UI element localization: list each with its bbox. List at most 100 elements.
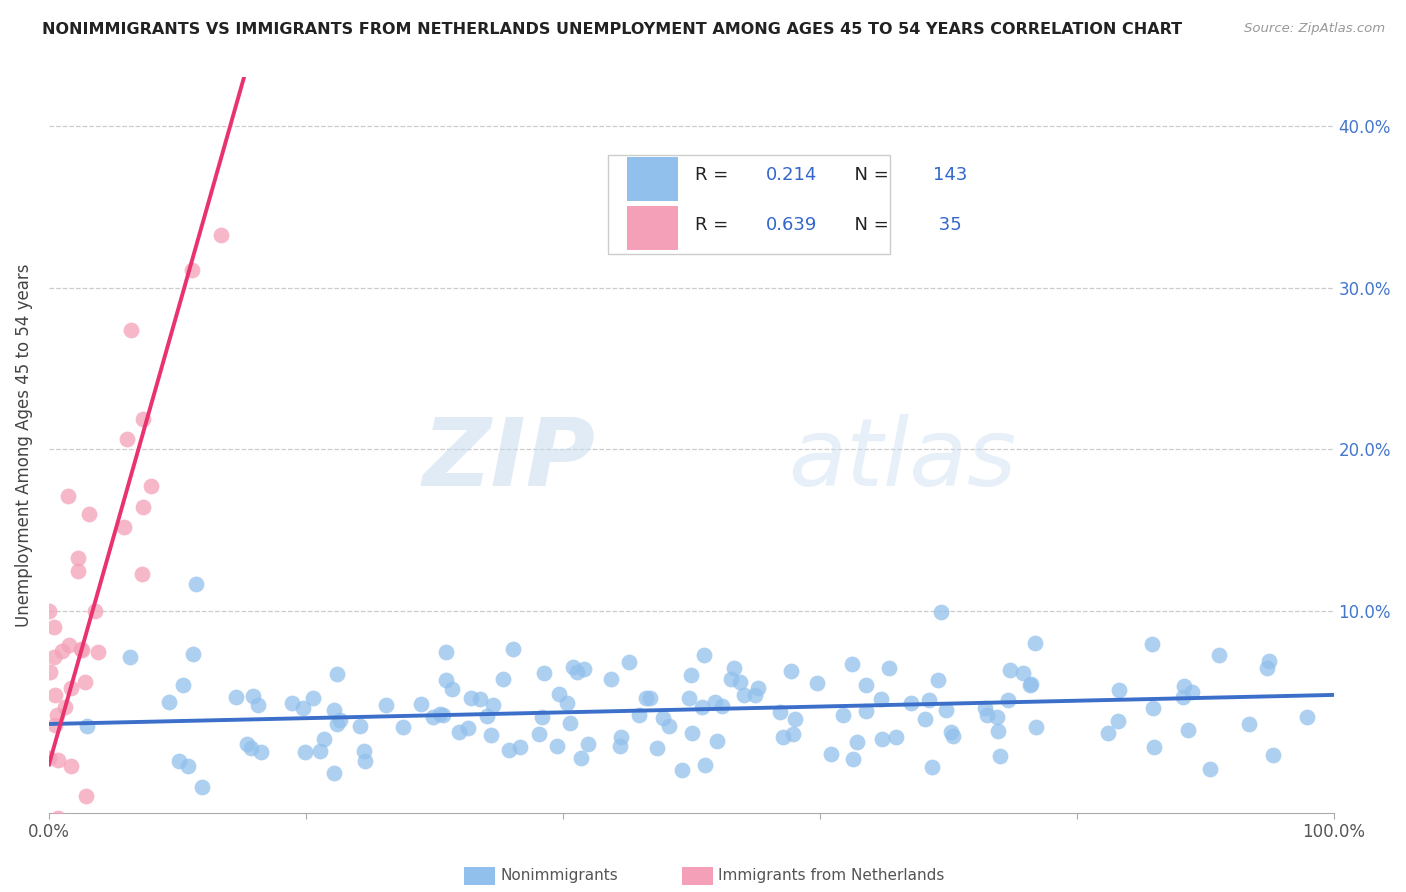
Bar — [627, 157, 679, 201]
Point — [1142, 701, 1164, 715]
Text: NONIMMIGRANTS VS IMMIGRANTS FROM NETHERLANDS UNEMPLOYMENT AMONG AGES 45 TO 54 YE: NONIMMIGRANTS VS IMMIGRANTS FROM NETHERL… — [42, 22, 1182, 37]
Point — [1173, 690, 1195, 705]
Text: 35: 35 — [932, 216, 962, 234]
Point — [1019, 676, 1042, 690]
Text: N =: N = — [842, 216, 894, 234]
Point — [728, 675, 751, 690]
Point — [250, 745, 273, 759]
Point — [132, 500, 155, 515]
Point — [183, 648, 205, 662]
Point — [1208, 648, 1230, 663]
Point — [783, 712, 806, 726]
Point — [353, 744, 375, 758]
Point — [1296, 710, 1319, 724]
Point — [132, 412, 155, 426]
Point — [1018, 678, 1040, 692]
Text: 143: 143 — [932, 166, 967, 184]
Point — [1024, 635, 1046, 649]
Point — [44, 688, 66, 702]
Point — [58, 489, 80, 503]
Point — [225, 690, 247, 705]
Point — [638, 691, 661, 706]
Point — [349, 719, 371, 733]
Point — [434, 645, 457, 659]
Text: R =: R = — [695, 216, 734, 234]
Point — [60, 758, 83, 772]
Point — [115, 432, 138, 446]
Point — [329, 713, 352, 727]
Point — [531, 710, 554, 724]
Point — [1237, 716, 1260, 731]
Point — [46, 753, 69, 767]
Point — [77, 507, 100, 521]
Text: atlas: atlas — [787, 415, 1017, 506]
Point — [242, 689, 264, 703]
Point — [240, 741, 263, 756]
Point — [1261, 747, 1284, 762]
Point — [167, 755, 190, 769]
Point — [627, 708, 650, 723]
Point — [468, 691, 491, 706]
Point — [141, 479, 163, 493]
Point — [877, 661, 900, 675]
Point — [917, 693, 939, 707]
Point — [120, 650, 142, 665]
Point — [1257, 654, 1279, 668]
Point — [782, 727, 804, 741]
Point — [841, 752, 863, 766]
Point — [323, 765, 346, 780]
Point — [209, 228, 232, 243]
Point — [76, 719, 98, 733]
Point — [855, 678, 877, 692]
Point — [681, 667, 703, 681]
Text: Nonimmigrants: Nonimmigrants — [501, 869, 619, 883]
Point — [561, 659, 583, 673]
Point — [609, 739, 631, 753]
Point — [292, 701, 315, 715]
Text: 0.214: 0.214 — [766, 166, 817, 184]
Bar — [627, 206, 679, 251]
Point — [720, 672, 742, 686]
Point — [527, 727, 550, 741]
Point — [870, 691, 893, 706]
Text: 0.639: 0.639 — [766, 216, 817, 234]
Point — [46, 811, 69, 825]
Point — [309, 744, 332, 758]
Point — [322, 703, 344, 717]
Point — [87, 645, 110, 659]
Point — [806, 675, 828, 690]
Point — [157, 695, 180, 709]
Point — [440, 682, 463, 697]
Point — [172, 678, 194, 692]
Point — [302, 691, 325, 706]
Point — [75, 789, 97, 803]
Point — [509, 739, 531, 754]
Point — [533, 665, 555, 680]
Point — [181, 263, 204, 277]
Point — [422, 710, 444, 724]
Point — [374, 698, 396, 712]
Point — [392, 720, 415, 734]
Point — [600, 672, 623, 686]
Point — [112, 519, 135, 533]
Point — [1256, 661, 1278, 675]
Point — [83, 604, 105, 618]
Point — [1181, 685, 1204, 699]
Point — [884, 730, 907, 744]
Point — [449, 725, 471, 739]
Point — [1011, 666, 1033, 681]
Point — [1025, 720, 1047, 734]
Point — [636, 691, 658, 706]
Point — [879, 823, 901, 838]
Point — [354, 755, 377, 769]
Point — [58, 638, 80, 652]
Point — [53, 699, 76, 714]
Point — [974, 701, 997, 715]
Point — [831, 707, 853, 722]
Point — [186, 576, 208, 591]
Point — [645, 741, 668, 756]
Point — [576, 738, 599, 752]
Point — [706, 734, 728, 748]
Point — [131, 567, 153, 582]
Point — [560, 716, 582, 731]
